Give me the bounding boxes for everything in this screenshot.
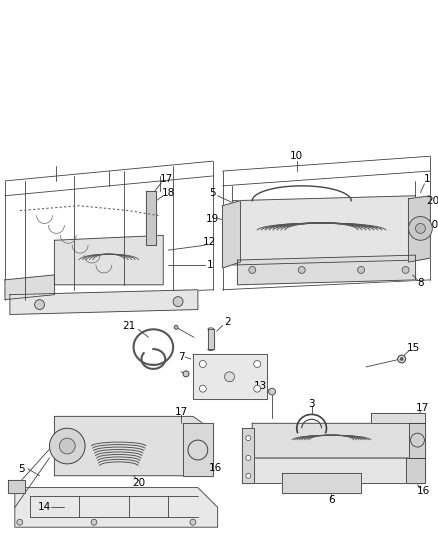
Polygon shape: [5, 275, 54, 300]
Polygon shape: [193, 354, 267, 399]
Text: 2: 2: [224, 317, 231, 327]
Circle shape: [398, 355, 406, 363]
Circle shape: [190, 519, 196, 525]
Polygon shape: [371, 414, 425, 423]
Text: 17: 17: [159, 174, 173, 184]
Polygon shape: [8, 480, 25, 492]
Text: 16: 16: [209, 463, 223, 473]
Polygon shape: [242, 428, 254, 483]
Circle shape: [298, 266, 305, 273]
Circle shape: [249, 266, 256, 273]
Text: 7: 7: [178, 352, 184, 362]
Polygon shape: [223, 201, 240, 268]
Polygon shape: [233, 196, 416, 265]
Circle shape: [357, 266, 364, 273]
Text: 1: 1: [424, 174, 431, 184]
Text: 16: 16: [417, 486, 430, 496]
Circle shape: [402, 266, 409, 273]
Text: 17: 17: [174, 407, 187, 417]
Circle shape: [246, 435, 251, 441]
Text: 17: 17: [416, 403, 429, 414]
Polygon shape: [10, 290, 198, 314]
Text: 10: 10: [290, 151, 304, 161]
Circle shape: [17, 519, 23, 525]
Circle shape: [225, 372, 234, 382]
Polygon shape: [208, 329, 214, 349]
Text: 14: 14: [38, 503, 51, 512]
Circle shape: [49, 428, 85, 464]
Circle shape: [246, 473, 251, 478]
Circle shape: [60, 438, 75, 454]
Circle shape: [268, 388, 276, 395]
Circle shape: [254, 360, 261, 367]
Text: 19: 19: [206, 214, 219, 223]
Polygon shape: [146, 191, 156, 245]
Polygon shape: [183, 423, 213, 476]
Text: 5: 5: [209, 188, 216, 198]
Circle shape: [174, 325, 178, 329]
Circle shape: [409, 216, 432, 240]
Text: 21: 21: [122, 321, 135, 332]
Text: 13: 13: [254, 381, 267, 391]
Circle shape: [416, 223, 425, 233]
Polygon shape: [242, 423, 425, 458]
Text: 10: 10: [426, 221, 438, 230]
Circle shape: [183, 371, 189, 377]
Text: 6: 6: [328, 496, 335, 505]
Polygon shape: [54, 416, 213, 476]
Circle shape: [254, 385, 261, 392]
Circle shape: [91, 519, 97, 525]
Circle shape: [246, 456, 251, 461]
Text: 20: 20: [426, 196, 438, 206]
Circle shape: [400, 358, 403, 360]
Text: 5: 5: [18, 464, 25, 474]
Polygon shape: [409, 423, 425, 458]
Text: 18: 18: [162, 188, 175, 198]
Circle shape: [199, 360, 206, 367]
Text: 8: 8: [417, 278, 424, 288]
Polygon shape: [409, 196, 430, 262]
Polygon shape: [406, 458, 425, 483]
Polygon shape: [282, 473, 361, 492]
Text: 15: 15: [407, 343, 420, 353]
Circle shape: [35, 300, 45, 310]
Circle shape: [173, 297, 183, 306]
Polygon shape: [242, 458, 425, 483]
Text: 12: 12: [203, 237, 216, 247]
Text: 1: 1: [206, 260, 213, 270]
Polygon shape: [237, 255, 416, 285]
Polygon shape: [54, 236, 163, 285]
Polygon shape: [15, 488, 218, 527]
Text: 20: 20: [132, 478, 145, 488]
Circle shape: [199, 385, 206, 392]
Text: 3: 3: [308, 399, 315, 408]
